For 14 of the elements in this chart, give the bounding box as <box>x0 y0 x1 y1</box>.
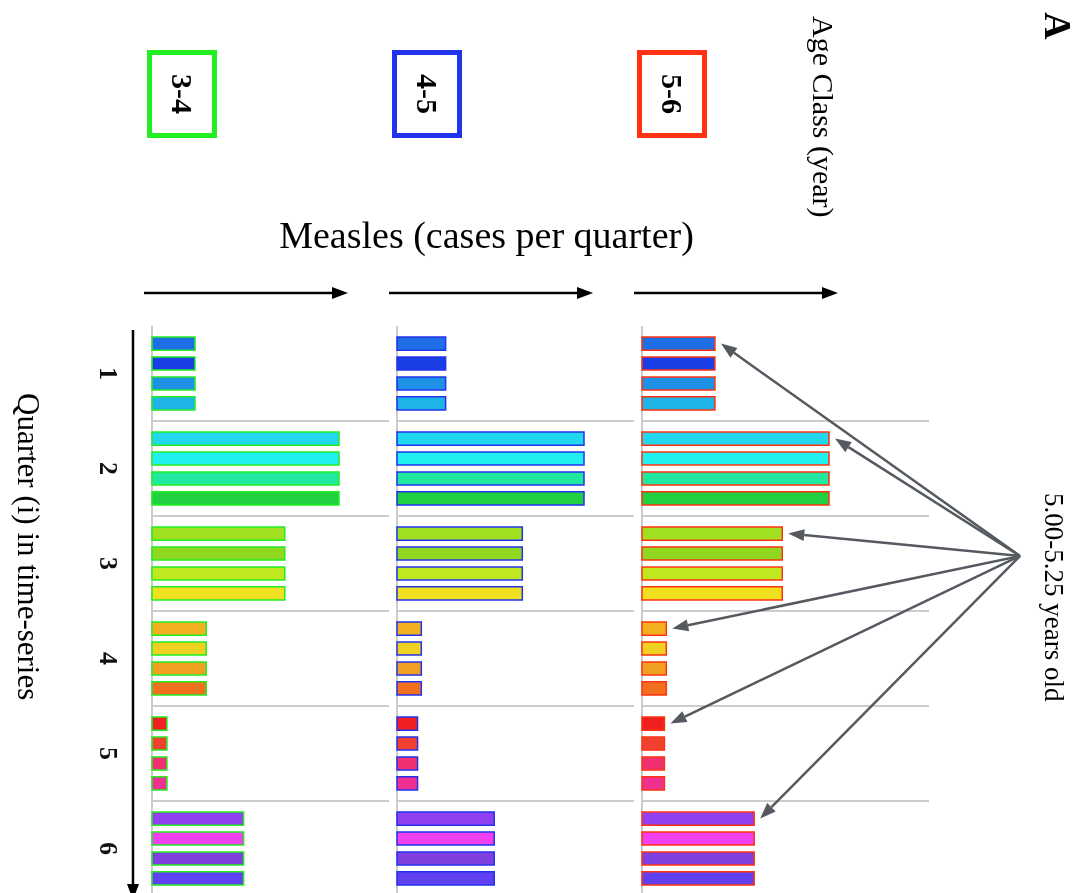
text: Age Class (year) <box>806 16 840 218</box>
y-tick-label: 1 <box>94 367 124 380</box>
text: A <box>1036 12 1077 40</box>
y-tick-label: 5 <box>94 747 124 760</box>
chart-title: 4-5 <box>392 50 462 138</box>
y-tick-label: 2 <box>94 462 124 475</box>
chart-title: 5-6 <box>637 50 707 138</box>
text: 5.00-5.25 years old <box>1038 493 1069 702</box>
y-tick-label: 6 <box>94 842 124 855</box>
y-tick-label: 4 <box>94 652 124 665</box>
x-axis-title: Measles (cases per quarter) <box>278 213 695 257</box>
chart-title: 3-4 <box>147 50 217 138</box>
y-axis-title: Quarter (i) in time-series <box>10 393 46 701</box>
y-tick-label: 3 <box>94 557 124 570</box>
